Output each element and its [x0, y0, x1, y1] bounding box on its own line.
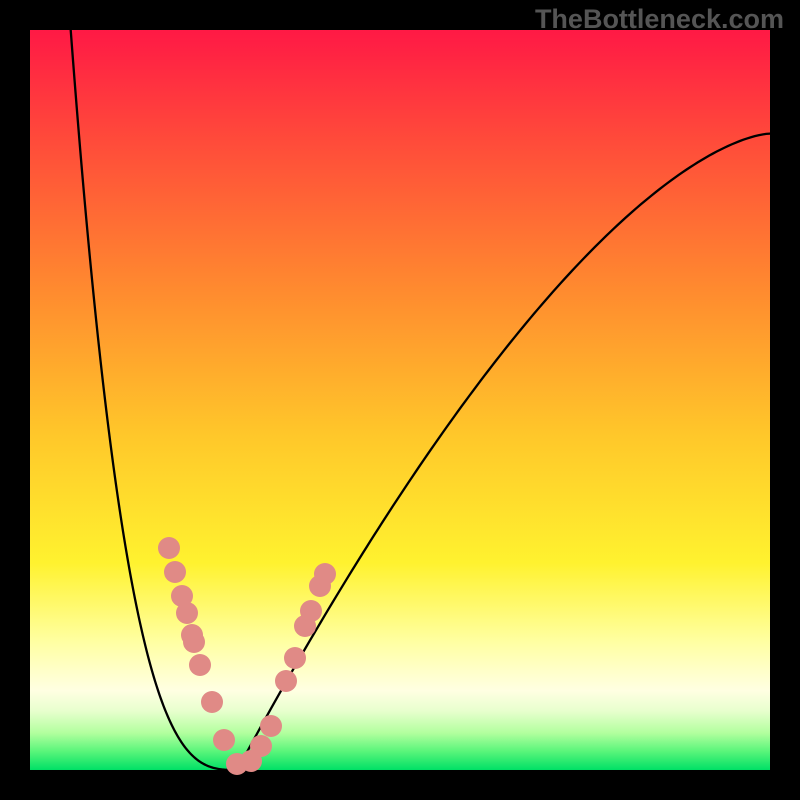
data-point [300, 600, 322, 622]
data-point [275, 670, 297, 692]
data-point [183, 631, 205, 653]
data-point [213, 729, 235, 751]
watermark-text: TheBottleneck.com [535, 4, 784, 35]
data-point [158, 537, 180, 559]
data-point [284, 647, 306, 669]
data-point [189, 654, 211, 676]
data-point [176, 602, 198, 624]
data-point [250, 735, 272, 757]
plot-background [30, 30, 770, 770]
data-point [260, 715, 282, 737]
data-point [164, 561, 186, 583]
data-point [314, 563, 336, 585]
data-point [201, 691, 223, 713]
chart-stage: TheBottleneck.com [0, 0, 800, 800]
